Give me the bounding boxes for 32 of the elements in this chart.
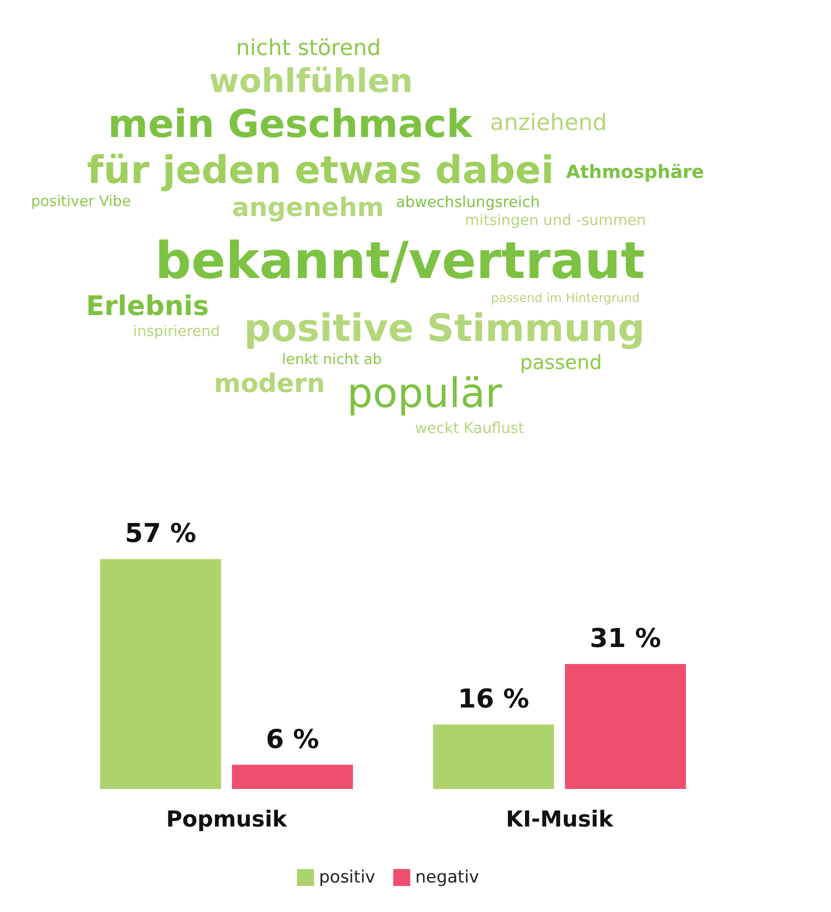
text: positive Stimmung [244,306,645,350]
text: wohlfühlen [209,62,413,100]
text: passend im Hintergrund [491,291,640,305]
text: lenkt nicht ab [282,351,382,368]
text: mitsingen und -summen [465,212,646,229]
bar [564,664,686,789]
bar [100,559,222,789]
data-label: 6 % [266,724,320,755]
text: inspirierend [133,323,220,340]
text: positiver Vibe [31,193,131,210]
text: nicht störend [236,36,381,61]
text: populär [347,369,502,417]
text: modern [214,369,325,399]
bar [433,724,554,789]
text: passend [520,351,602,374]
text: weckt Kauflust [415,419,524,437]
text: mein Geschmack [108,102,472,147]
text: Erlebnis [86,291,209,322]
bar [232,764,353,789]
text: Athmosphäre [566,162,704,183]
text: bekannt/vertraut [155,231,645,290]
data-label: 57 % [124,519,196,550]
data-label: 31 % [590,624,662,654]
legend-label: positiv [319,868,376,888]
x-tick-label: KI-Musik [506,808,614,832]
text: für jeden etwas dabei [87,148,554,192]
text: angenehm [232,193,384,223]
data-label: 16 % [458,684,530,714]
text: anziehend [490,110,608,136]
x-tick-label: Popmusik [166,808,288,832]
legend-label: negativ [415,868,480,888]
text: abwechslungsreich [396,193,540,211]
